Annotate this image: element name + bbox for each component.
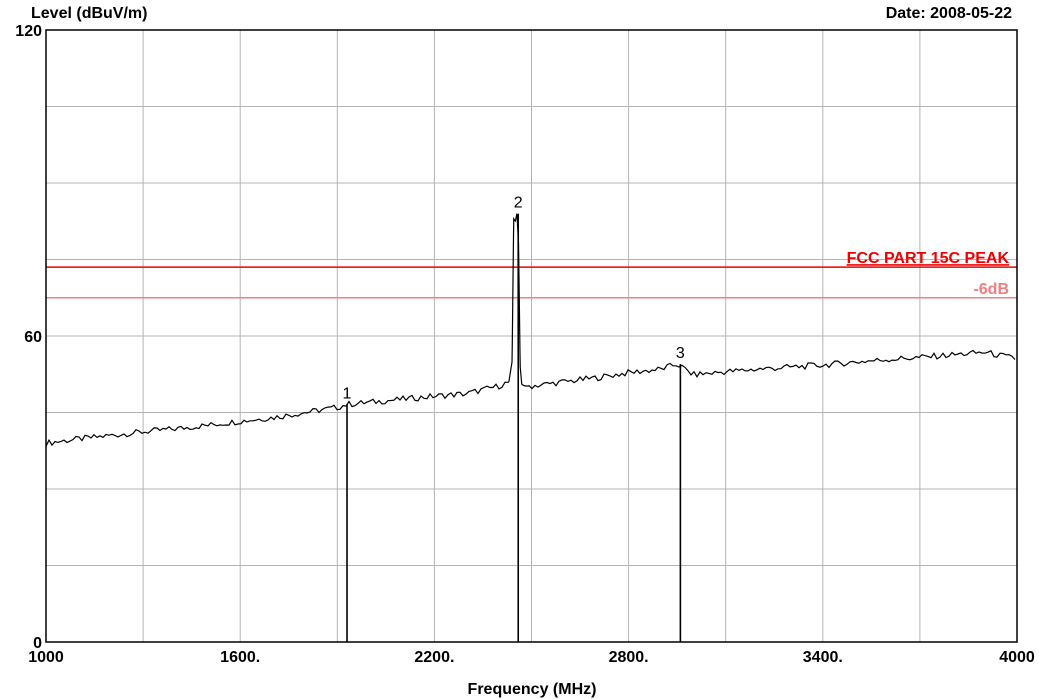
x-axis-label: Frequency (MHz): [468, 681, 597, 698]
limit-line-label: -6dB: [973, 281, 1009, 298]
x-tick-label: 3400.: [803, 649, 843, 666]
y-tick-label: 120: [15, 23, 42, 40]
date-label: Date: 2008-05-22: [886, 5, 1012, 22]
y-tick-label: 60: [24, 329, 42, 346]
grid: [45, 29, 1018, 643]
marker-label: 3: [676, 345, 685, 362]
x-tick-label: 1600.: [220, 649, 260, 666]
tick-labels: 1000 1600. 2200. 2800. 3400. 4000 0 60 120: [15, 23, 1035, 666]
x-tick-label: 2800.: [609, 649, 649, 666]
markers: 1 2 3: [343, 195, 685, 642]
x-tick-label: 2200.: [414, 649, 454, 666]
trace-line: [45, 213, 1016, 447]
x-tick-label: 4000: [999, 649, 1035, 666]
y-tick-label: 0: [33, 635, 42, 652]
limit-lines: FCC PART 15C PEAK -6dB: [46, 250, 1017, 299]
plot-frame: [45, 29, 1018, 643]
limit-line-label: FCC PART 15C PEAK: [847, 250, 1010, 267]
marker-label: 2: [514, 195, 523, 212]
y-axis-label: Level (dBuV/m): [31, 5, 147, 22]
x-tick-label: 1000: [28, 649, 64, 666]
marker-label: 1: [343, 385, 352, 402]
trace: [45, 213, 1016, 447]
